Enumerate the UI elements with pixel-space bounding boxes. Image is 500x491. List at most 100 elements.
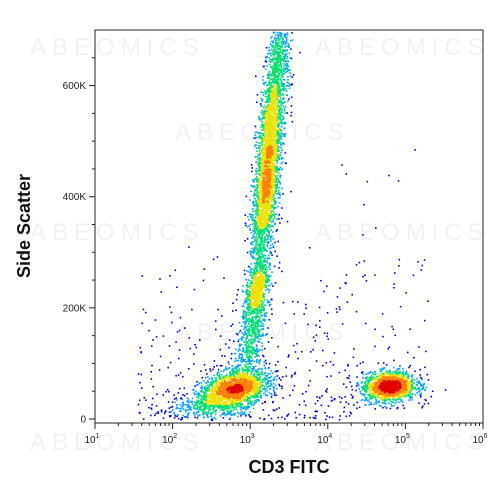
event-dot (216, 364, 218, 367)
event-dot (408, 375, 410, 378)
event-dot (278, 45, 280, 47)
event-dot (279, 89, 282, 92)
event-dot (237, 289, 239, 291)
event-dot (258, 223, 260, 225)
event-dot (267, 224, 269, 227)
event-dot (268, 90, 270, 92)
event-dot (264, 284, 266, 286)
event-dot (333, 352, 336, 354)
event-dot (253, 348, 255, 350)
event-dot (270, 87, 272, 89)
event-dot (259, 360, 261, 362)
event-dot (277, 172, 280, 174)
event-dot (240, 337, 242, 340)
event-dot (262, 244, 265, 247)
event-dot (254, 267, 256, 269)
event-dot (273, 160, 275, 162)
event-dot (265, 249, 268, 252)
event-dot (262, 322, 264, 325)
event-dot (254, 210, 257, 213)
event-dot (197, 392, 200, 394)
event-dot (255, 177, 257, 180)
event-dot (221, 413, 223, 416)
event-dot (256, 258, 259, 260)
event-dot (175, 374, 177, 377)
event-dot (262, 327, 265, 330)
event-dot (240, 415, 242, 417)
event-dot (203, 393, 205, 396)
event-dot (269, 60, 271, 63)
event-dot (320, 404, 323, 407)
event-dot (244, 351, 246, 353)
event-dot (263, 137, 265, 139)
event-dot (261, 230, 264, 232)
event-dot (246, 284, 248, 286)
event-dot (261, 239, 263, 242)
event-dot (276, 180, 278, 182)
event-dot (259, 298, 261, 300)
event-dot (276, 370, 278, 373)
event-dot (374, 345, 376, 348)
event-dot (278, 112, 280, 114)
event-dot (274, 144, 277, 146)
event-dot (259, 396, 262, 398)
event-dot (412, 382, 415, 385)
event-dot (150, 378, 153, 380)
event-dot (307, 384, 310, 387)
event-dot (407, 393, 410, 395)
event-dot (253, 282, 256, 284)
event-dot (188, 337, 191, 339)
event-dot (267, 278, 270, 281)
event-dot (256, 94, 259, 96)
event-dot (240, 376, 242, 378)
event-dot (233, 370, 235, 373)
event-dot (231, 323, 234, 326)
event-dot (262, 334, 264, 337)
event-dot (259, 305, 261, 307)
event-dot (255, 345, 258, 347)
event-dot (388, 370, 390, 373)
event-dot (250, 263, 253, 265)
event-dot (282, 78, 285, 81)
event-dot (256, 373, 259, 375)
event-dot (160, 291, 162, 293)
event-dot (270, 282, 273, 285)
event-dot (257, 370, 259, 373)
event-dot (267, 255, 270, 257)
event-dot (242, 311, 245, 313)
event-dot (343, 411, 345, 413)
event-dot (215, 405, 218, 407)
event-dot (255, 393, 257, 395)
event-dot (251, 223, 254, 225)
event-dot (266, 55, 268, 58)
event-dot (408, 387, 410, 389)
event-dot (261, 309, 264, 311)
event-dot (261, 248, 263, 250)
event-dot (171, 405, 174, 408)
event-dot (208, 408, 210, 410)
event-dot (361, 381, 363, 383)
event-dot (269, 252, 271, 255)
event-dot (177, 417, 180, 420)
event-dot (155, 405, 158, 407)
event-dot (254, 145, 256, 147)
event-dot (230, 357, 232, 360)
event-dot (258, 150, 261, 152)
event-dot (275, 104, 277, 107)
event-dot (365, 380, 367, 383)
event-dot (261, 225, 264, 228)
event-dot (255, 178, 257, 181)
event-dot (310, 351, 312, 353)
event-dot (270, 88, 272, 91)
event-dot (277, 92, 280, 94)
event-dot (274, 52, 276, 55)
event-dot (284, 40, 286, 43)
event-dot (251, 288, 253, 291)
event-dot (246, 353, 249, 356)
watermark-text: ABEOMICS (30, 429, 205, 456)
event-dot (263, 309, 265, 312)
event-dot (255, 312, 258, 314)
event-dot (266, 279, 268, 281)
event-dot (229, 370, 231, 373)
event-dot (254, 274, 256, 276)
